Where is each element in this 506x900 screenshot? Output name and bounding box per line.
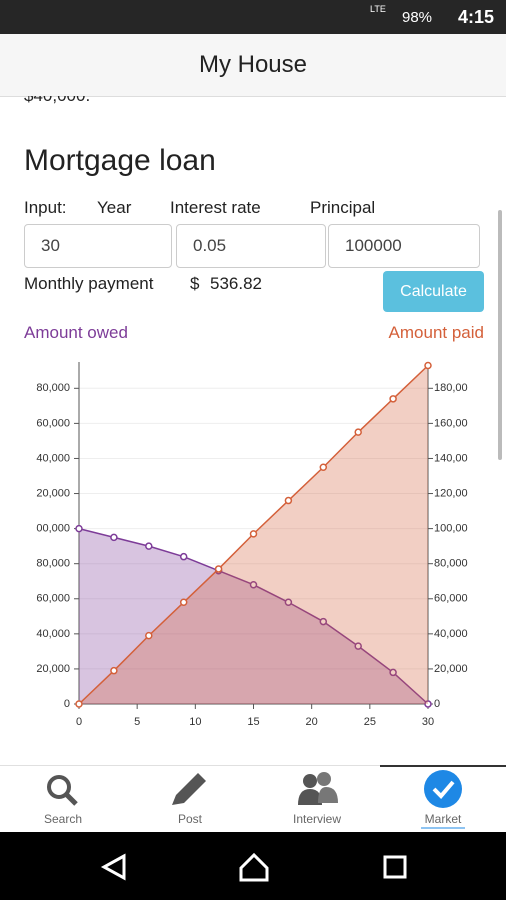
y-tick-label: 60,000 <box>36 593 70 605</box>
post-icon <box>172 773 206 805</box>
battery: 98% <box>402 9 433 26</box>
y2-tick-label: 40,000 <box>434 628 468 640</box>
y2-tick-label: 140,00 <box>434 452 468 464</box>
time: 4:15 <box>458 7 495 27</box>
bottom-nav: Search Post Interview Market <box>0 765 506 832</box>
marker <box>389 395 397 403</box>
area <box>79 528 428 704</box>
y-tick-label: 80,000 <box>36 558 70 570</box>
marker <box>354 428 362 436</box>
marker <box>179 552 188 561</box>
chart: 0 20,000 40,000 60,000 80,000 00,000 20,000 40,… <box>36 361 468 728</box>
marker <box>179 598 188 607</box>
marker <box>319 617 328 626</box>
y-tick-label: 20,000 <box>36 663 70 675</box>
y2-tick-label: 0 <box>434 698 440 710</box>
y2-tick-label: 80,000 <box>434 558 468 570</box>
title: My House <box>198 51 308 78</box>
marker <box>249 580 258 589</box>
currency: $ <box>190 274 200 293</box>
field-label: Interest rate <box>170 198 261 217</box>
scrollbar <box>498 210 502 460</box>
y2-tick-label: 100,00 <box>434 523 468 535</box>
y2-tick-label: 180,00 <box>434 382 468 394</box>
marker <box>214 565 223 573</box>
x-tick-label: 25 <box>364 716 376 728</box>
x-tick-label: 5 <box>134 716 140 728</box>
legend-left: Amount owed <box>24 323 128 342</box>
marker <box>284 496 293 505</box>
marker <box>424 361 432 370</box>
input-label: Input: <box>24 198 67 217</box>
calculate-button[interactable]: Calculate <box>383 271 484 312</box>
y2-tick-label: 20,000 <box>434 663 468 675</box>
payment: 536.82 <box>210 274 262 293</box>
marker <box>249 530 258 538</box>
x-tick-label: 10 <box>189 716 201 728</box>
nav-label[interactable]: Market <box>425 812 462 826</box>
market-icon <box>424 770 462 808</box>
nav-label[interactable]: Search <box>44 812 82 826</box>
marker <box>75 700 83 708</box>
y-tick-label: 60,000 <box>36 417 70 429</box>
system-icons <box>100 852 407 882</box>
x-tick-label: 20 <box>306 716 318 728</box>
nav-label[interactable]: Post <box>178 812 203 826</box>
y-tick-label: 80,000 <box>36 382 70 394</box>
marker <box>75 524 83 533</box>
payment-label: Monthly payment <box>24 274 154 293</box>
y-tick-label: 40,000 <box>36 452 70 464</box>
y2-tick-label: 60,000 <box>434 593 468 605</box>
input[interactable]: 100000 <box>328 224 480 268</box>
y-tick-label: 0 <box>64 698 70 710</box>
truncated-text: $40,000. <box>24 96 90 106</box>
input[interactable]: 0.05 <box>176 224 326 268</box>
field-label: Principal <box>310 198 376 217</box>
app-bar: My House <box>0 34 506 97</box>
nav-label[interactable]: Interview <box>293 812 341 826</box>
interview-icon <box>298 772 338 805</box>
y-tick-label: 40,000 <box>36 628 70 640</box>
marker <box>424 700 432 708</box>
marker <box>145 631 153 640</box>
input[interactable]: 30 <box>24 224 172 268</box>
legend-right: Amount paid <box>388 323 484 342</box>
search-icon <box>47 775 78 806</box>
y2-tick-label: 160,00 <box>434 417 468 429</box>
marker <box>145 542 153 550</box>
marker <box>110 533 118 542</box>
marker <box>284 598 293 607</box>
heading: Mortgage loan <box>24 144 216 177</box>
y-tick-label: 00,000 <box>36 523 70 535</box>
x-tick-label: 30 <box>422 716 434 728</box>
x-tick-label: 15 <box>247 716 259 728</box>
marker <box>389 668 397 677</box>
marker <box>110 666 118 675</box>
y2-tick-label: 120,00 <box>434 487 468 499</box>
y-tick-label: 20,000 <box>36 487 70 499</box>
marker <box>319 463 328 471</box>
network: LTE <box>370 4 386 14</box>
field-label: Year <box>97 198 132 217</box>
system-nav <box>0 832 506 900</box>
marker <box>354 642 362 650</box>
x-tick-label: 0 <box>76 716 82 728</box>
status-bar: LTE 98% 4:15 <box>0 0 506 34</box>
